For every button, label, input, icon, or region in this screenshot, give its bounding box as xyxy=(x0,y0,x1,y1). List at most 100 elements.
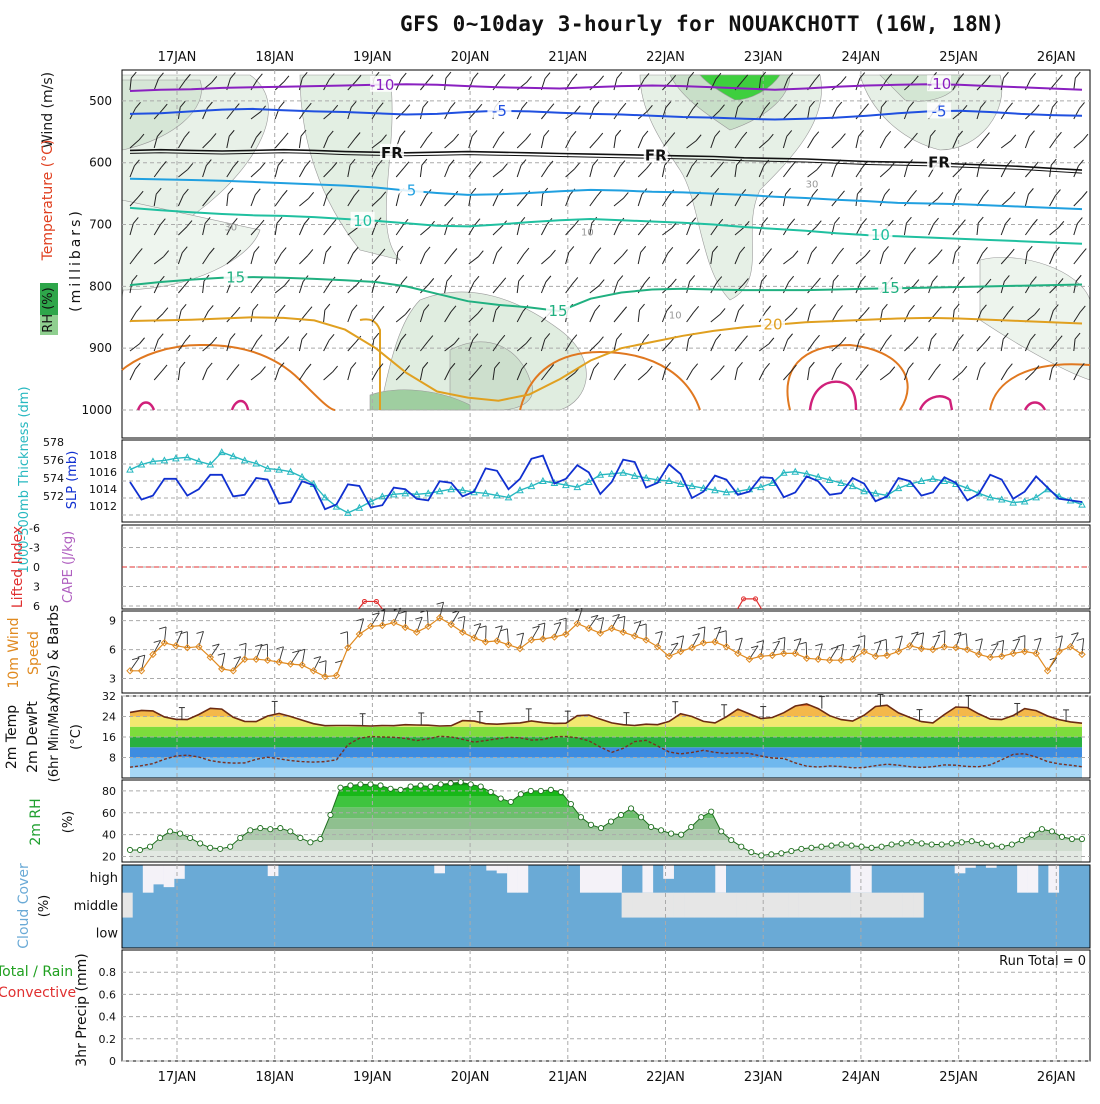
upper-wind-barb xyxy=(687,224,691,235)
cloud-high-clear xyxy=(1028,865,1039,893)
upper-wind-barb xyxy=(203,281,204,293)
wind10-barb-flag xyxy=(837,644,844,646)
upper-wind-barb xyxy=(517,197,525,206)
x-tick-label-bottom: 19JAN xyxy=(353,1070,392,1085)
upper-wind-barb-flag xyxy=(865,250,870,256)
upper-wind-barb-flag xyxy=(936,307,941,313)
wind10-barb-flag xyxy=(655,631,662,633)
upper-wind-barb xyxy=(687,255,695,264)
upper-wind-barb xyxy=(493,80,500,90)
rh-marker xyxy=(1039,827,1044,832)
upper-wind-barb xyxy=(178,368,180,380)
rh-marker xyxy=(518,792,523,797)
upper-wind-barb-flag xyxy=(789,276,794,282)
cloud-middle-clear xyxy=(622,893,633,918)
upper-wind-barb-flag xyxy=(1051,159,1056,165)
upper-wind-barb-flag xyxy=(448,217,453,223)
upper-wind-barb-flag xyxy=(1011,135,1016,141)
upper-wind-barb xyxy=(566,169,575,177)
upper-wind-barb-flag xyxy=(185,335,190,341)
upper-wind-barb xyxy=(396,168,404,177)
rh-marker xyxy=(618,812,623,817)
wind10-tick-label: 3 xyxy=(109,673,116,686)
y-tick-label: 500 xyxy=(89,94,112,108)
upper-wind-barb xyxy=(541,256,550,264)
contour-label: -10 xyxy=(927,75,952,93)
upper-wind-barb xyxy=(832,343,841,351)
upper-wind-barb xyxy=(977,342,985,351)
rh-marker xyxy=(288,829,293,834)
upper-wind-barb xyxy=(638,372,647,380)
cloud-high-clear xyxy=(268,865,279,876)
upper-wind-barb-flag xyxy=(863,365,868,371)
upper-wind-barb-flag xyxy=(575,106,580,112)
upper-wind-barb-flag xyxy=(207,363,212,369)
rh-contour-label: 30 xyxy=(224,223,237,234)
contour-label: 10 xyxy=(353,212,372,230)
upper-wind-barb xyxy=(590,82,599,90)
upper-wind-barb-flag xyxy=(959,277,964,283)
cloud-middle-clear xyxy=(851,893,862,918)
wind10-barb-flag xyxy=(319,661,326,663)
upper-wind-barb-flag xyxy=(1030,131,1035,137)
cloud-high-clear xyxy=(153,865,164,884)
upper-wind-barb-flag xyxy=(234,364,239,370)
upper-wind-barb xyxy=(880,373,890,380)
upper-wind-barb-flag xyxy=(618,276,623,282)
contour-label: FR xyxy=(381,144,403,162)
upper-wind-barb xyxy=(1001,339,1003,351)
cloud-middle-clear xyxy=(809,893,820,918)
rh-marker xyxy=(308,840,313,845)
rh-marker xyxy=(729,838,734,843)
temp-axis-label: 2m Temp xyxy=(4,705,20,769)
upper-wind-barb-flag xyxy=(766,306,771,312)
upper-wind-barb-flag xyxy=(978,217,983,223)
upper-wind-barb xyxy=(275,196,282,206)
upper-wind-barb-flag xyxy=(790,219,795,225)
upper-wind-barb xyxy=(1050,253,1055,264)
upper-wind-barb-flag xyxy=(817,164,822,170)
upper-wind-barb xyxy=(808,195,813,206)
contour-label: FR xyxy=(928,154,950,172)
upper-wind-barb xyxy=(1050,138,1057,148)
upper-wind-barb xyxy=(154,371,162,380)
upper-wind-barb-flag xyxy=(180,362,185,368)
rh-marker xyxy=(318,836,323,841)
upper-wind-barb xyxy=(808,368,810,380)
upper-wind-barb-flag xyxy=(1054,247,1059,253)
upper-wind-barb xyxy=(856,136,859,148)
upper-wind-barb-flag xyxy=(228,188,233,194)
upper-wind-barb-flag xyxy=(980,362,985,368)
upper-wind-barb xyxy=(348,342,356,351)
upper-wind-barb-flag xyxy=(984,190,989,196)
upper-wind-barb xyxy=(203,311,209,322)
rh-marker xyxy=(849,843,854,848)
upper-wind-barb xyxy=(590,311,595,322)
upper-wind-barb xyxy=(1074,224,1078,235)
upper-wind-barb xyxy=(517,82,526,90)
upper-wind-barb xyxy=(614,313,622,322)
temp-band xyxy=(122,747,1090,757)
upper-wind-barb xyxy=(832,140,841,148)
temp-unit-label: (°C) xyxy=(69,724,84,750)
upper-wind-barb-flag xyxy=(472,130,477,136)
upper-wind-barb-flag xyxy=(476,161,481,167)
rh-marker xyxy=(528,788,533,793)
upper-wind-barb-flag xyxy=(284,337,289,343)
rh-band xyxy=(122,840,1090,851)
upper-wind-barb-flag xyxy=(620,161,625,167)
rh-marker xyxy=(759,853,764,858)
cloud-middle-clear xyxy=(861,893,872,918)
upper-wind-barb-flag xyxy=(841,76,846,82)
thickness-tick-label: 578 xyxy=(43,436,64,449)
upper-wind-barb xyxy=(808,341,815,351)
upper-wind-barb-flag xyxy=(1081,249,1086,255)
wind10-barb-flag xyxy=(138,655,145,657)
upper-wind-barb xyxy=(904,311,909,322)
upper-wind-barb-flag xyxy=(1003,72,1008,78)
upper-wind-barb xyxy=(614,198,623,206)
upper-wind-barb xyxy=(929,256,938,264)
upper-wind-barb-flag xyxy=(475,219,480,225)
upper-wind-barb-flag xyxy=(598,133,603,139)
upper-wind-barb xyxy=(566,252,569,264)
